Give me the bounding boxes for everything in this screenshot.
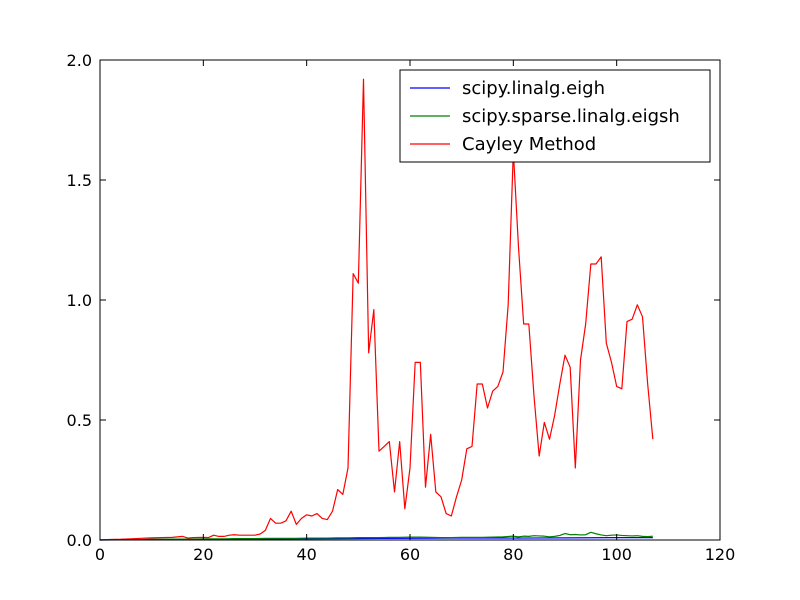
- series-line-1: [99, 531, 653, 541]
- y-tick-label: 2.0: [67, 51, 92, 70]
- legend-label-1: scipy.sparse.linalg.eigsh: [462, 106, 680, 127]
- x-tick-label: 60: [400, 545, 420, 564]
- x-tick-label: 100: [601, 545, 632, 564]
- series-line-2: [99, 78, 654, 541]
- x-tick-label: 20: [193, 545, 213, 564]
- legend-box: [399, 69, 711, 163]
- tick-layer: 0 20 40 60 80 100 120 0.0 0.5 1.0 1.5 2.0: [67, 51, 736, 564]
- x-tick-label: 80: [503, 545, 523, 564]
- y-tick-label: 1.5: [67, 171, 92, 190]
- x-tick-label: 120: [705, 545, 736, 564]
- legend-label-0: scipy.linalg.eigh: [462, 78, 605, 99]
- legend-items: scipy.linalg.eigh scipy.sparse.linalg.eig…: [410, 78, 680, 155]
- x-tick-label: 0: [95, 545, 105, 564]
- y-tick-label: 0.0: [67, 531, 92, 550]
- x-tick-label: 40: [296, 545, 316, 564]
- legend-label-2: Cayley Method: [462, 134, 596, 155]
- legend: scipy.linalg.eigh scipy.sparse.linalg.eig…: [399, 69, 711, 163]
- y-tick-label: 0.5: [67, 411, 92, 430]
- y-tick-label: 1.0: [67, 291, 92, 310]
- series-layer: [99, 78, 654, 541]
